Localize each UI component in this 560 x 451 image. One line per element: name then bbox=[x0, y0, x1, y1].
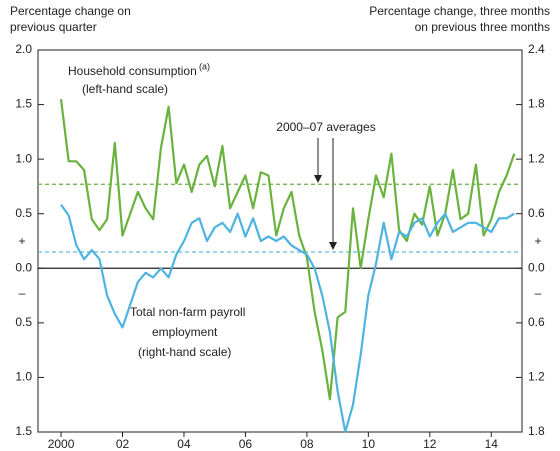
y-tick-label: 1.5 bbox=[15, 424, 32, 438]
y2-tick-label: 2.4 bbox=[528, 42, 545, 56]
y2-tick-label: 0.0 bbox=[528, 260, 545, 274]
y2-tick-label: 1.8 bbox=[528, 424, 545, 438]
x-tick-label: 14 bbox=[485, 437, 499, 451]
y2-axis-title: Percentage change, three months bbox=[369, 4, 550, 18]
y2-tick-label: 1.2 bbox=[528, 151, 545, 165]
sign-label: + bbox=[534, 234, 541, 248]
x-tick-label: 08 bbox=[300, 437, 314, 451]
annotation: (a) bbox=[199, 61, 210, 71]
y-tick-label: 1.0 bbox=[15, 151, 32, 165]
sign-label: – bbox=[535, 286, 542, 300]
average-arrows bbox=[314, 138, 337, 250]
y2-tick-label: 0.6 bbox=[528, 315, 545, 329]
series-line bbox=[59, 98, 516, 401]
y-axis-title: Percentage change on bbox=[10, 4, 131, 18]
y-tick-label: 0.0 bbox=[15, 260, 32, 274]
series-line bbox=[60, 203, 515, 434]
x-tick-label: 02 bbox=[116, 437, 130, 451]
annotation: Household consumption bbox=[68, 64, 197, 78]
y-tick-label: 1.0 bbox=[15, 370, 32, 384]
y-tick-label: 0.5 bbox=[15, 315, 32, 329]
y-tick-label: 1.5 bbox=[15, 97, 32, 111]
x-tick-label: 04 bbox=[177, 437, 191, 451]
y-axis-title: previous quarter bbox=[10, 20, 97, 34]
annotation: (right-hand scale) bbox=[138, 345, 231, 359]
x-tick-label: 06 bbox=[239, 437, 253, 451]
annotation: 2000–07 averages bbox=[276, 120, 375, 134]
y2-tick-label: 0.6 bbox=[528, 206, 545, 220]
y2-axis-title: on previous three months bbox=[415, 20, 550, 34]
sign-label: + bbox=[18, 234, 25, 248]
y-tick-label: 2.0 bbox=[15, 42, 32, 56]
annotation: (left-hand scale) bbox=[82, 82, 168, 96]
x-tick-label: 2000 bbox=[48, 437, 75, 451]
annotation: Total non-farm payroll bbox=[130, 305, 245, 319]
plot-frame bbox=[37, 49, 523, 433]
y-tick-label: 0.5 bbox=[15, 206, 32, 220]
x-tick-label: 12 bbox=[423, 437, 437, 451]
y2-tick-label: 1.2 bbox=[528, 370, 545, 384]
sign-label: – bbox=[19, 286, 26, 300]
annotation: employment bbox=[152, 325, 218, 339]
x-tick-label: 10 bbox=[362, 437, 376, 451]
y2-tick-label: 1.8 bbox=[528, 97, 545, 111]
